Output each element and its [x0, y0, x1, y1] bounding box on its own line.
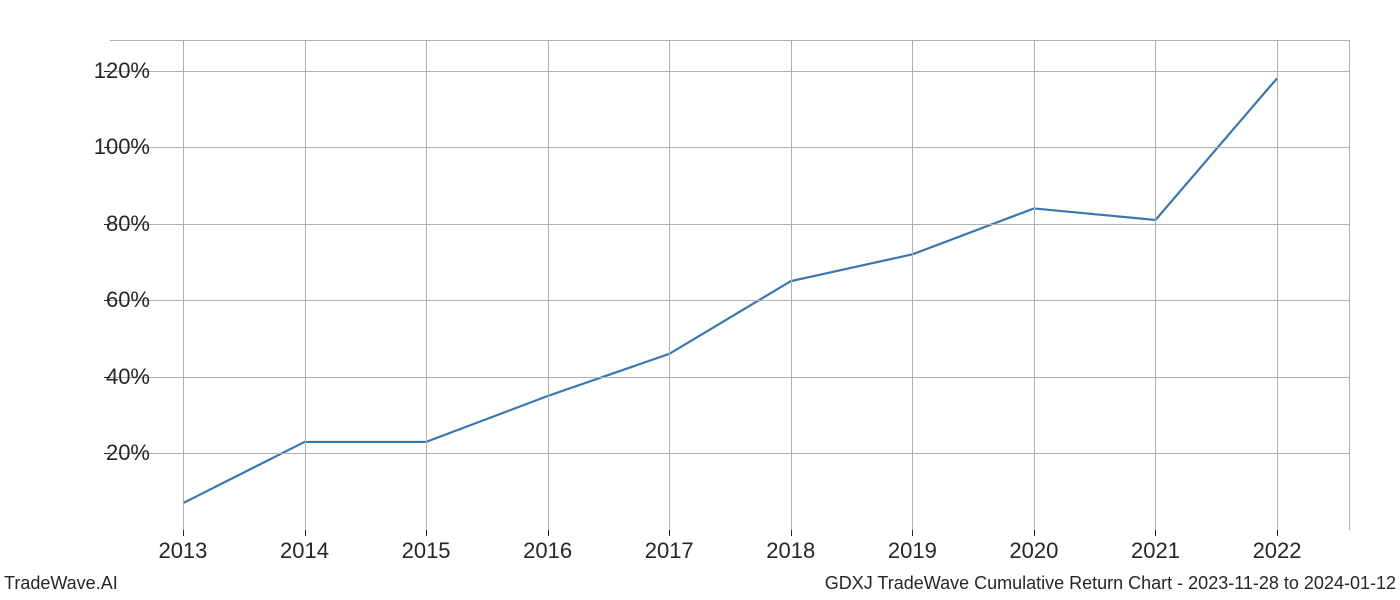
footer-caption: GDXJ TradeWave Cumulative Return Chart -…: [825, 573, 1396, 594]
grid-line-horizontal: [110, 71, 1350, 72]
y-tick-label: 80%: [80, 211, 150, 237]
grid-line-vertical: [791, 40, 792, 530]
x-tick-mark: [912, 530, 913, 536]
y-tick-label: 40%: [80, 364, 150, 390]
y-tick-label: 100%: [80, 134, 150, 160]
chart-plot-area: [110, 40, 1350, 530]
x-tick-label: 2020: [1009, 538, 1058, 564]
x-tick-label: 2019: [888, 538, 937, 564]
grid-line-vertical: [1277, 40, 1278, 530]
x-tick-label: 2018: [766, 538, 815, 564]
x-tick-label: 2016: [523, 538, 572, 564]
y-tick-label: 120%: [80, 58, 150, 84]
x-tick-mark: [1034, 530, 1035, 536]
x-tick-mark: [183, 530, 184, 536]
x-tick-label: 2021: [1131, 538, 1180, 564]
x-tick-mark: [548, 530, 549, 536]
grid-line-vertical: [548, 40, 549, 530]
grid-line-vertical: [183, 40, 184, 530]
y-tick-label: 60%: [80, 287, 150, 313]
x-tick-mark: [426, 530, 427, 536]
x-tick-label: 2013: [158, 538, 207, 564]
footer-brand: TradeWave.AI: [4, 573, 118, 594]
grid-line-horizontal: [110, 224, 1350, 225]
grid-line-vertical: [305, 40, 306, 530]
grid-line-vertical: [669, 40, 670, 530]
grid-line-horizontal: [110, 147, 1350, 148]
x-tick-label: 2015: [402, 538, 451, 564]
grid-line-horizontal: [110, 453, 1350, 454]
x-tick-mark: [1155, 530, 1156, 536]
grid-line-vertical: [1034, 40, 1035, 530]
x-tick-label: 2017: [645, 538, 694, 564]
grid-line-vertical: [912, 40, 913, 530]
x-tick-mark: [1277, 530, 1278, 536]
x-tick-mark: [791, 530, 792, 536]
grid-line-vertical: [426, 40, 427, 530]
line-series-svg: [110, 40, 1350, 530]
grid-line-horizontal: [110, 377, 1350, 378]
x-tick-label: 2022: [1253, 538, 1302, 564]
grid-line-horizontal: [110, 300, 1350, 301]
x-tick-mark: [305, 530, 306, 536]
x-tick-label: 2014: [280, 538, 329, 564]
y-tick-label: 20%: [80, 440, 150, 466]
grid-line-vertical: [1155, 40, 1156, 530]
x-tick-mark: [669, 530, 670, 536]
